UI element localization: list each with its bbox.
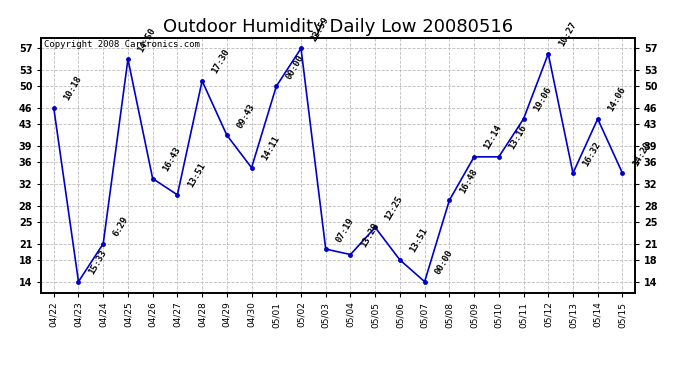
Text: 16:48: 16:48	[457, 167, 479, 195]
Text: 12:14: 12:14	[482, 123, 504, 151]
Text: Copyright 2008 Cartronics.com: Copyright 2008 Cartronics.com	[44, 40, 200, 49]
Text: 16:32: 16:32	[581, 140, 602, 168]
Text: 10:27: 10:27	[557, 21, 578, 48]
Text: 22:59: 22:59	[309, 15, 331, 43]
Text: 13:51: 13:51	[186, 162, 207, 189]
Text: 13:51: 13:51	[408, 226, 429, 254]
Text: 15:33: 15:33	[87, 248, 108, 276]
Text: 14:11: 14:11	[260, 134, 281, 162]
Text: 13:29: 13:29	[359, 221, 380, 249]
Text: 19:06: 19:06	[532, 86, 553, 113]
Text: 13:16: 13:16	[507, 123, 529, 151]
Text: 10:18: 10:18	[62, 75, 83, 102]
Text: 00:00: 00:00	[433, 248, 454, 276]
Text: 14:20: 14:20	[631, 140, 652, 168]
Text: 07:19: 07:19	[334, 216, 355, 243]
Text: 14:50: 14:50	[136, 26, 157, 54]
Text: 09:43: 09:43	[235, 102, 257, 130]
Text: 00:00: 00:00	[284, 53, 306, 81]
Text: 12:25: 12:25	[384, 194, 405, 222]
Text: 16:43: 16:43	[161, 145, 182, 173]
Text: 6:29: 6:29	[112, 215, 130, 238]
Text: 17:30: 17:30	[210, 48, 232, 75]
Text: 14:06: 14:06	[606, 86, 627, 113]
Title: Outdoor Humidity Daily Low 20080516: Outdoor Humidity Daily Low 20080516	[163, 18, 513, 36]
